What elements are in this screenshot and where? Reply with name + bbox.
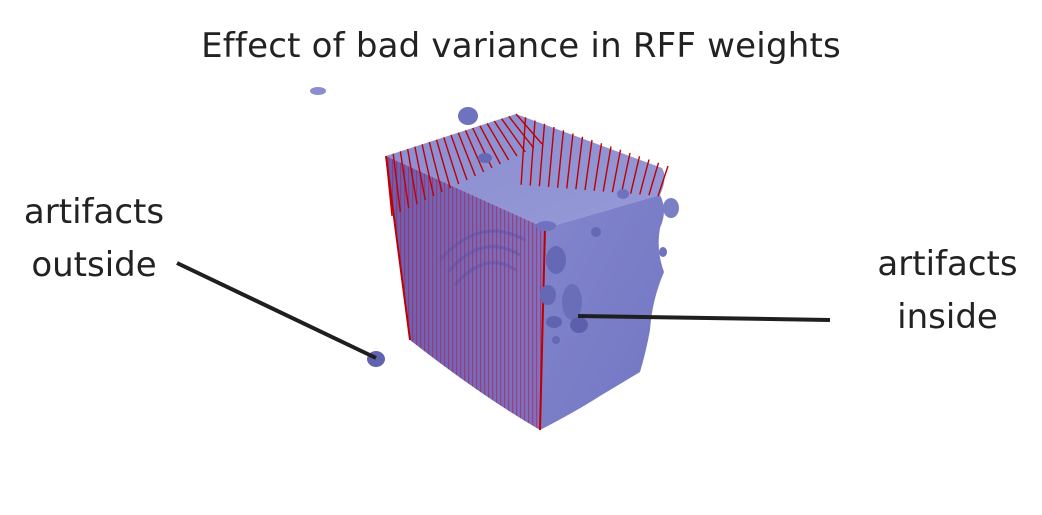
red-spike (435, 139, 452, 189)
red-spike (566, 133, 574, 189)
red-spike (602, 146, 612, 192)
spike-stripes-left-face (386, 156, 545, 430)
red-spike (500, 118, 526, 153)
red-spike (620, 152, 631, 194)
artifact-blobs (310, 87, 679, 367)
red-spike (575, 136, 584, 190)
red-spike (639, 159, 650, 195)
red-spike (464, 130, 485, 173)
annotation-inside-line2: inside (897, 297, 998, 337)
annotation-artifacts-inside: artifacts inside (865, 238, 1030, 344)
red-spike (629, 156, 641, 194)
volume-top-face (386, 114, 665, 228)
leader-line-outside (176, 261, 377, 360)
annotation-outside-line1: artifacts (23, 192, 165, 232)
red-spike (657, 165, 669, 197)
annotation-inside-line1: artifacts (877, 244, 1018, 284)
figure-title: Effect of bad variance in RFF weights (201, 26, 841, 66)
annotation-artifacts-outside: artifacts outside (10, 186, 178, 292)
red-spike (479, 125, 501, 165)
red-spike (493, 120, 518, 157)
red-spike (385, 155, 411, 341)
red-spike (593, 143, 603, 191)
red-spike (539, 227, 546, 431)
red-spike (392, 153, 402, 213)
red-spike (515, 113, 543, 145)
volume-right-face (539, 195, 664, 430)
annotation-outside-line2: outside (31, 245, 157, 285)
red-spike (443, 137, 460, 185)
red-spike (450, 134, 468, 181)
red-spike (648, 162, 660, 196)
red-spike (611, 149, 622, 193)
left-face-ripples (438, 229, 526, 286)
red-spike (584, 139, 593, 191)
red-spike (547, 126, 555, 188)
red-spike (520, 117, 527, 185)
red-spike (538, 123, 546, 187)
red-spike (486, 122, 510, 161)
leader-line-inside (577, 314, 831, 322)
red-spike (508, 115, 535, 149)
red-spike (428, 141, 443, 193)
red-spike (421, 144, 435, 197)
red-spike (414, 146, 427, 201)
red-spike (406, 148, 418, 205)
red-spike (529, 120, 536, 186)
red-spike (556, 130, 565, 188)
red-spike (399, 151, 410, 209)
red-spike (457, 132, 476, 177)
red-spikes (385, 113, 669, 431)
